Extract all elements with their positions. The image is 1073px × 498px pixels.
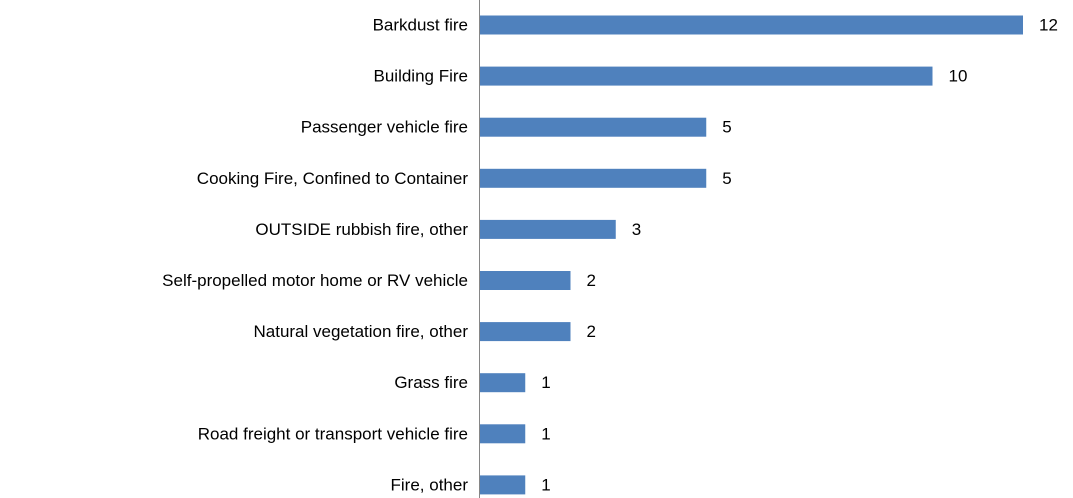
y-tick-label: Self-propelled motor home or RV vehicle xyxy=(162,271,468,290)
bar xyxy=(480,271,571,290)
bar xyxy=(480,322,571,342)
bar xyxy=(480,219,616,239)
data-label: 12 xyxy=(1039,15,1058,34)
y-tick-label: Grass fire xyxy=(394,373,468,392)
data-label: 2 xyxy=(587,271,596,290)
bar xyxy=(480,168,707,188)
y-tick-label: Barkdust fire xyxy=(373,15,468,34)
data-label: 5 xyxy=(722,169,731,188)
y-tick-label: OUTSIDE rubbish fire, other xyxy=(255,220,468,239)
bar xyxy=(480,424,526,444)
bar xyxy=(480,373,526,393)
data-label: 2 xyxy=(587,322,596,341)
y-tick-label: Natural vegetation fire, other xyxy=(253,322,468,341)
y-tick-label: Building Fire xyxy=(374,67,469,86)
y-tick-label: Passenger vehicle fire xyxy=(301,118,468,137)
bar xyxy=(480,15,1023,35)
y-tick-label: Road freight or transport vehicle fire xyxy=(198,424,468,443)
data-label: 5 xyxy=(722,118,731,137)
bar xyxy=(480,117,707,137)
data-label: 1 xyxy=(541,424,550,443)
data-label: 1 xyxy=(541,373,550,392)
data-label: 10 xyxy=(949,67,968,86)
y-tick-label: Fire, other xyxy=(391,475,469,494)
data-label: 3 xyxy=(632,220,641,239)
data-label: 1 xyxy=(541,475,550,494)
bar xyxy=(480,66,933,86)
y-tick-label: Cooking Fire, Confined to Container xyxy=(197,169,469,188)
bar xyxy=(480,475,526,495)
